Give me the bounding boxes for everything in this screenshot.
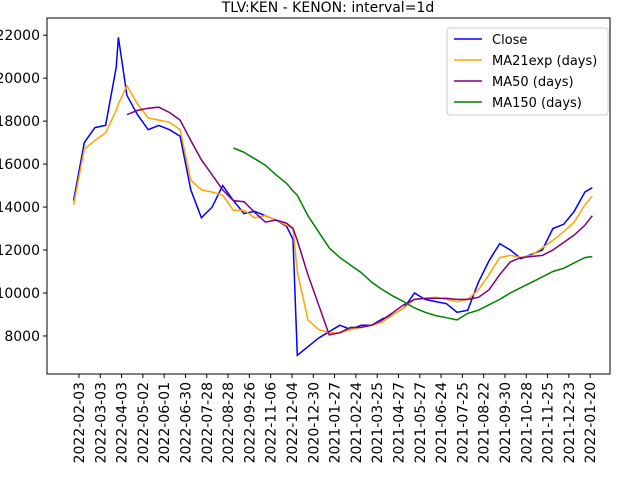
x-tick-label: 2021-03-25 bbox=[370, 382, 386, 463]
x-tick-label: 2021-04-27 bbox=[391, 382, 407, 463]
x-tick-label: 2021-07-25 bbox=[455, 382, 471, 463]
x-tick-label: 2020-12-30 bbox=[306, 382, 322, 463]
x-tick-label: 2022-01-20 bbox=[583, 382, 599, 463]
x-tick-label: 2021-02-24 bbox=[349, 382, 365, 463]
x-tick-label: 2021-09-30 bbox=[498, 382, 514, 463]
y-tick-label: 10000 bbox=[0, 286, 40, 302]
x-tick-label: 2021-11-25 bbox=[541, 382, 557, 463]
chart-title: TLV:KEN - KENON: interval=1d bbox=[221, 0, 434, 16]
x-tick-label: 2021-06-24 bbox=[434, 382, 450, 463]
x-tick-label: 2021-12-23 bbox=[562, 382, 578, 463]
x-tick-label: 2022-05-02 bbox=[136, 382, 152, 463]
series-line bbox=[72, 37, 593, 357]
x-tick-label: 2022-02-03 bbox=[72, 382, 88, 463]
plot-frame bbox=[46, 17, 611, 375]
legend-label: Close bbox=[492, 33, 527, 48]
x-tick-label: 2022-07-28 bbox=[200, 382, 216, 463]
y-tick-label: 18000 bbox=[0, 114, 40, 130]
x-tick-label: 2021-10-28 bbox=[519, 382, 535, 463]
legend-label: MA150 (days) bbox=[492, 96, 582, 111]
y-tick-label: 22000 bbox=[0, 28, 40, 44]
x-tick-label: 2022-04-03 bbox=[115, 382, 131, 463]
legend-label: MA21exp (days) bbox=[492, 54, 597, 69]
series-line bbox=[72, 84, 593, 334]
legend-label: MA50 (days) bbox=[492, 75, 574, 90]
x-tick-label: 2022-03-03 bbox=[93, 382, 109, 463]
y-tick-label: 16000 bbox=[0, 157, 40, 173]
x-tick-label: 2022-08-28 bbox=[221, 382, 237, 463]
x-tick-label: 2022-09-26 bbox=[242, 382, 258, 463]
x-tick-label: 2022-06-30 bbox=[178, 382, 194, 463]
series-line bbox=[126, 106, 593, 336]
x-tick-label: 2022-06-01 bbox=[157, 382, 173, 463]
plot-lines bbox=[72, 37, 593, 357]
x-tick-label: 2022-11-06 bbox=[264, 382, 280, 463]
series-line bbox=[233, 147, 593, 321]
y-tick-label: 12000 bbox=[0, 243, 40, 259]
x-tick-label: 2021-05-27 bbox=[413, 382, 429, 463]
y-tick-label: 8000 bbox=[4, 329, 40, 345]
x-tick-label: 2021-01-27 bbox=[328, 382, 344, 463]
x-tick-label: 2022-12-04 bbox=[285, 382, 301, 463]
x-tick-label: 2021-08-22 bbox=[477, 382, 493, 463]
y-tick-label: 14000 bbox=[0, 200, 40, 216]
legend-box bbox=[446, 27, 609, 116]
y-tick-label: 20000 bbox=[0, 71, 40, 87]
